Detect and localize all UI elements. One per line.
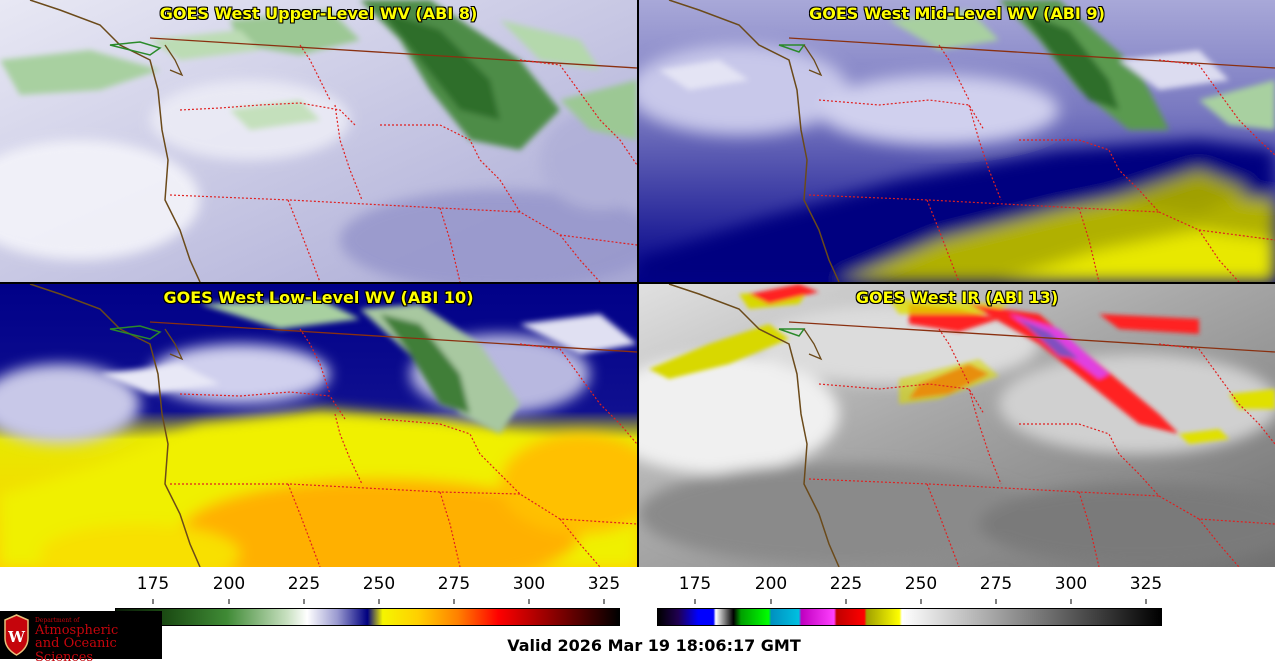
wv-tick-label: 250 <box>362 574 396 594</box>
panel-divider-horizontal <box>0 282 1275 284</box>
wv-tick-label: 200 <box>212 574 246 594</box>
ir-tick-label: 225 <box>829 574 863 594</box>
ir-colorbar-ticks: 175 200 225 250 275 300 325 <box>657 574 1163 604</box>
ir-tick-label: 325 <box>1129 574 1163 594</box>
wv-colorbar-gradient <box>116 609 619 625</box>
ir-tick-mark <box>995 599 997 604</box>
panel-title-mid: GOES West Mid-Level WV (ABI 9) <box>809 4 1105 23</box>
wv-tick-label: 325 <box>587 574 621 594</box>
panel-title-ir: GOES West IR (ABI 13) <box>855 288 1059 307</box>
panel-upper-level-wv: GOES West Upper-Level WV (ABI 8) <box>0 0 637 282</box>
wv-tick-label: 175 <box>136 574 170 594</box>
ir-tick-label: 300 <box>1054 574 1088 594</box>
ir-tick-mark <box>845 599 847 604</box>
logo-department-text: Department of <box>35 617 80 624</box>
panel-title-low: GOES West Low-Level WV (ABI 10) <box>163 288 474 307</box>
wv-colorbar-ticks: 175 200 225 250 275 300 325 <box>115 574 621 604</box>
ir-tick-label: 275 <box>979 574 1013 594</box>
valid-time: Valid 2026 Mar 19 18:06:17 GMT <box>507 636 801 655</box>
ir-colorbar-gradient <box>658 609 1161 625</box>
wv-tick-mark <box>528 599 530 604</box>
wv-tick-label: 225 <box>287 574 321 594</box>
ir-tick-mark <box>920 599 922 604</box>
ir-colorbar <box>657 608 1162 626</box>
wv-tick-label: 275 <box>437 574 471 594</box>
ir-tick-mark <box>1070 599 1072 604</box>
low-wv-imagery <box>0 284 637 567</box>
wv-colorbar <box>115 608 620 626</box>
aos-logo[interactable]: W Department of Atmospheric and Oceanic … <box>0 611 162 665</box>
panel-ir: GOES West IR (ABI 13) <box>639 284 1275 567</box>
logo-atmospheric-text: Atmospheric <box>35 623 119 638</box>
panel-low-level-wv: GOES West Low-Level WV (ABI 10) <box>0 284 637 567</box>
ir-tick-mark <box>694 599 696 604</box>
wv-tick-mark <box>378 599 380 604</box>
wv-tick-label: 300 <box>512 574 546 594</box>
upper-wv-imagery <box>0 0 637 282</box>
panel-mid-level-wv: GOES West Mid-Level WV (ABI 9) <box>639 0 1275 282</box>
crest-letter: W <box>7 628 26 646</box>
wv-tick-mark <box>603 599 605 604</box>
wv-tick-mark <box>228 599 230 604</box>
ir-tick-label: 175 <box>678 574 712 594</box>
wv-tick-mark <box>303 599 305 604</box>
uw-crest-icon: W <box>4 614 29 656</box>
wv-tick-mark <box>152 599 154 604</box>
mid-wv-imagery <box>639 0 1275 282</box>
ir-tick-label: 200 <box>754 574 788 594</box>
ir-tick-label: 250 <box>904 574 938 594</box>
ir-tick-mark <box>1145 599 1147 604</box>
ir-tick-mark <box>770 599 772 604</box>
panel-title-upper: GOES West Upper-Level WV (ABI 8) <box>159 4 478 23</box>
wv-tick-mark <box>453 599 455 604</box>
ir-imagery <box>639 284 1275 567</box>
